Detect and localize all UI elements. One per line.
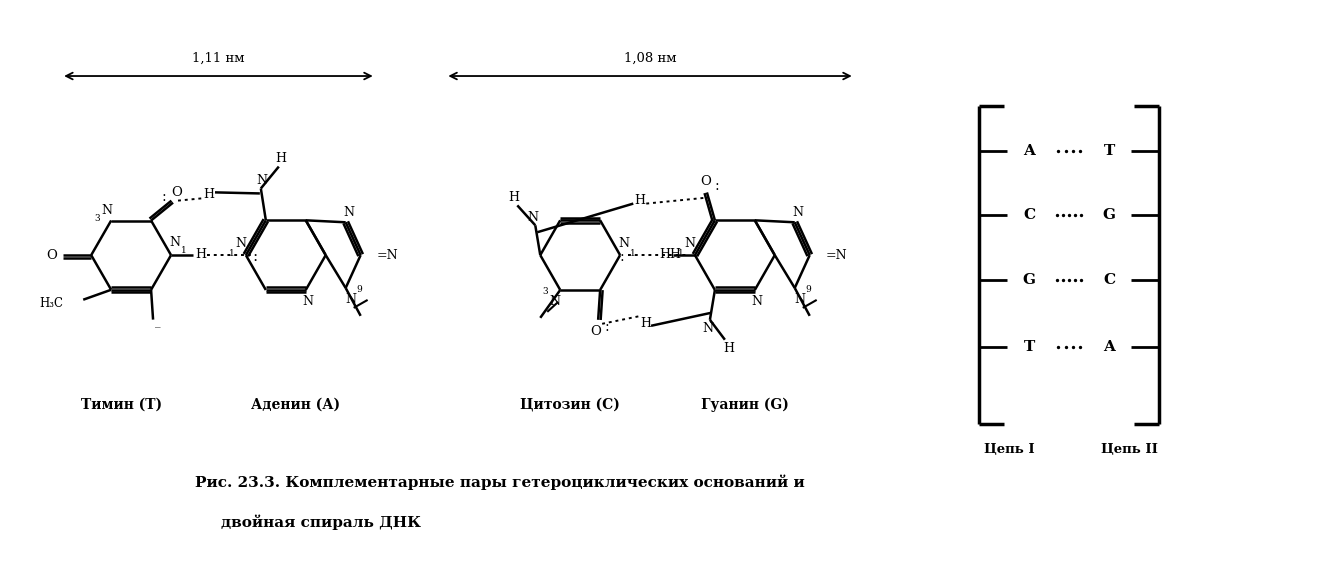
Text: :: : xyxy=(253,250,258,264)
Text: 3: 3 xyxy=(543,288,548,297)
Text: Тимин (Т): Тимин (Т) xyxy=(80,397,162,411)
Text: двойная спираль ДНК: двойная спираль ДНК xyxy=(221,514,421,529)
Text: 1: 1 xyxy=(678,249,683,258)
Text: H: H xyxy=(203,188,214,201)
Text: H: H xyxy=(275,152,286,165)
Text: 1: 1 xyxy=(630,249,636,258)
Text: C: C xyxy=(1023,208,1035,223)
Text: N: N xyxy=(345,293,356,306)
Text: H: H xyxy=(635,194,646,207)
Text: N: N xyxy=(344,206,354,219)
Text: T: T xyxy=(1024,340,1035,354)
Text: Цитозин (С): Цитозин (С) xyxy=(520,397,620,411)
Text: 3: 3 xyxy=(95,214,100,223)
Text: O: O xyxy=(45,249,56,262)
Text: N: N xyxy=(302,295,313,308)
Text: H: H xyxy=(659,247,671,260)
Text: :: : xyxy=(162,190,166,203)
Text: N: N xyxy=(102,204,112,217)
Text: A: A xyxy=(1023,144,1035,158)
Text: N: N xyxy=(170,236,180,249)
Text: N: N xyxy=(793,206,804,219)
Text: H: H xyxy=(640,318,651,331)
Text: N: N xyxy=(619,237,630,250)
Text: =N: =N xyxy=(377,249,398,262)
Text: O: O xyxy=(701,175,711,188)
Text: :: : xyxy=(620,250,624,264)
Text: 1: 1 xyxy=(180,246,187,255)
Text: H: H xyxy=(670,247,681,260)
Text: G: G xyxy=(1023,273,1036,287)
Text: O: O xyxy=(591,325,602,338)
Text: H: H xyxy=(508,191,519,204)
Text: A: A xyxy=(1103,340,1115,354)
Text: :: : xyxy=(604,320,610,334)
Text: H: H xyxy=(195,247,206,260)
Text: N: N xyxy=(550,295,560,308)
Text: C: C xyxy=(1103,273,1115,287)
Text: N: N xyxy=(528,211,539,224)
Text: 1,08 нм: 1,08 нм xyxy=(624,51,677,64)
Text: N: N xyxy=(235,237,246,250)
Text: 1: 1 xyxy=(229,249,235,258)
Text: _: _ xyxy=(155,318,160,328)
Text: H₃C: H₃C xyxy=(39,297,63,310)
Text: N: N xyxy=(794,293,805,306)
Text: 9: 9 xyxy=(806,285,812,294)
Text: Аденин (А): Аденин (А) xyxy=(251,397,341,411)
Text: Цепь I: Цепь I xyxy=(984,442,1035,456)
Text: =N: =N xyxy=(826,249,848,262)
Text: N: N xyxy=(751,295,762,308)
Text: 1,11 нм: 1,11 нм xyxy=(193,51,245,64)
Text: 9: 9 xyxy=(357,285,362,294)
Text: H: H xyxy=(723,342,734,355)
Text: Гуанин (G): Гуанин (G) xyxy=(701,397,789,411)
Text: N: N xyxy=(685,237,695,250)
Text: G: G xyxy=(1103,208,1115,223)
Text: N: N xyxy=(257,174,267,187)
Text: Цепь II: Цепь II xyxy=(1100,442,1158,456)
Text: Рис. 23.3. Комплементарные пары гетероциклических оснований и: Рис. 23.3. Комплементарные пары гетероци… xyxy=(195,474,805,490)
Text: O: O xyxy=(171,186,182,199)
Text: N: N xyxy=(702,322,714,335)
Text: T: T xyxy=(1103,144,1115,158)
Text: :: : xyxy=(714,180,719,193)
